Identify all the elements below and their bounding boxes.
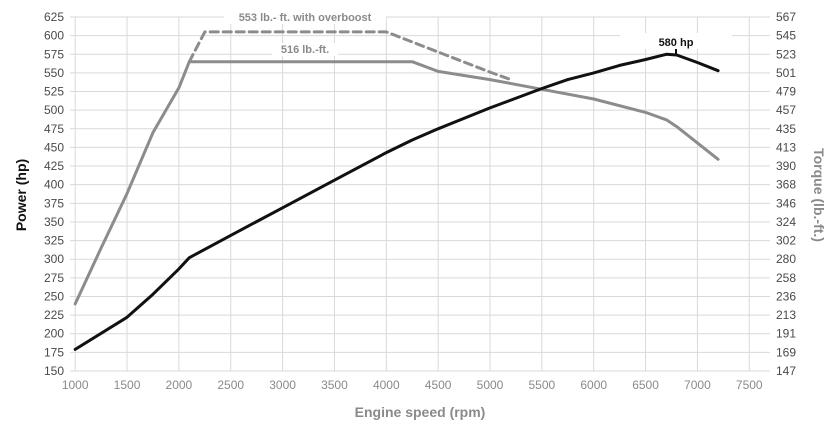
y-left-tick-label: 150 <box>44 364 64 378</box>
y-right-tick-label: 236 <box>776 289 796 303</box>
x-tick-label: 7000 <box>684 378 711 392</box>
y-right-tick-label: 368 <box>776 178 796 192</box>
vertical-gridlines <box>74 17 750 371</box>
y-right-tick-label: 302 <box>776 234 796 248</box>
y-left-tick-label: 500 <box>44 103 64 117</box>
x-axis-ticks: 1000 1500 2000 2500 3000 3500 4000 4500 5000 5500… <box>62 378 763 392</box>
x-tick-label: 4500 <box>425 378 452 392</box>
y-left-tick-label: 250 <box>44 289 64 303</box>
y-right-tick-label: 413 <box>776 140 796 154</box>
y-right-tick-label: 435 <box>776 122 796 136</box>
x-tick-label: 4000 <box>373 378 400 392</box>
power-label-group: 580 hp <box>620 33 732 54</box>
y-left-tick-label: 300 <box>44 252 64 266</box>
y-left-tick-label: 575 <box>44 47 64 61</box>
x-tick-label: 6500 <box>632 378 659 392</box>
overboost-label-bg <box>224 11 386 24</box>
y-left-tick-label: 425 <box>44 159 64 173</box>
y-left-tick-label: 525 <box>44 85 64 99</box>
y-left-tick-label: 175 <box>44 345 64 359</box>
overboost-torque-line <box>187 30 513 82</box>
x-axis-title: Engine speed (rpm) <box>355 404 486 420</box>
x-tick-label: 1000 <box>62 378 89 392</box>
torque-label-group: 516 lb.-ft. <box>272 43 338 56</box>
y-right-tick-label: 213 <box>776 308 796 322</box>
x-tick-label: 2500 <box>217 378 244 392</box>
x-tick-label: 5000 <box>477 378 504 392</box>
y-right-tick-label: 501 <box>776 66 796 80</box>
y-left-tick-label: 350 <box>44 215 64 229</box>
y-right-tick-label: 191 <box>776 327 796 341</box>
y-right-tick-label: 479 <box>776 85 796 99</box>
torque-peak-label-bg <box>272 43 338 56</box>
y-right-tick-label: 523 <box>776 47 796 61</box>
y-axis-right-title: Torque (lb.-ft.) <box>811 148 827 242</box>
torque-line <box>73 60 720 306</box>
y-left-tick-label: 450 <box>44 140 64 154</box>
y-right-tick-label: 346 <box>776 196 796 210</box>
y-left-tick-label: 225 <box>44 308 64 322</box>
x-tick-label: 5500 <box>529 378 556 392</box>
y-right-tick-label: 280 <box>776 252 796 266</box>
y-left-tick-label: 400 <box>44 178 64 192</box>
x-tick-label: 1500 <box>114 378 141 392</box>
right-axis-ticks: 147 169 191 213 236 258 280 302 324 346 368 390 413 4… <box>776 10 796 378</box>
y-axis-left-title: Power (hp) <box>13 159 29 231</box>
y-left-tick-label: 275 <box>44 271 64 285</box>
left-axis-ticks: 150 175 200 225 250 275 300 325 350 375 400 425 450 4… <box>44 10 64 378</box>
overboost-annotation: 553 lb.- ft. with overboost <box>239 12 372 24</box>
y-left-tick-label: 375 <box>44 196 64 210</box>
horizontal-gridlines <box>70 16 770 372</box>
y-right-tick-label: 258 <box>776 271 796 285</box>
y-left-tick-label: 625 <box>44 10 64 24</box>
x-tick-label: 6000 <box>580 378 607 392</box>
y-left-tick-label: 550 <box>44 66 64 80</box>
y-right-tick-label: 567 <box>776 10 796 24</box>
torque-peak-annotation: 516 lb.-ft. <box>281 44 329 56</box>
y-right-tick-label: 457 <box>776 103 796 117</box>
y-left-tick-label: 325 <box>44 234 64 248</box>
x-tick-label: 3000 <box>269 378 296 392</box>
power-peak-annotation: 580 hp <box>659 37 694 49</box>
y-right-tick-label: 390 <box>776 159 796 173</box>
x-tick-label: 2000 <box>166 378 193 392</box>
y-right-tick-label: 324 <box>776 215 796 229</box>
x-tick-label: 3500 <box>321 378 348 392</box>
power-line <box>73 52 720 351</box>
y-left-tick-label: 200 <box>44 327 64 341</box>
overboost-label-group: 553 lb.- ft. with overboost <box>224 11 386 24</box>
y-left-tick-label: 600 <box>44 29 64 43</box>
y-right-tick-label: 147 <box>776 364 796 378</box>
x-tick-label: 7500 <box>736 378 763 392</box>
y-right-tick-label: 169 <box>776 345 796 359</box>
series-lines <box>73 30 720 351</box>
power-peak-label-bg <box>620 33 732 49</box>
y-right-tick-label: 545 <box>776 29 796 43</box>
y-left-tick-label: 475 <box>44 122 64 136</box>
